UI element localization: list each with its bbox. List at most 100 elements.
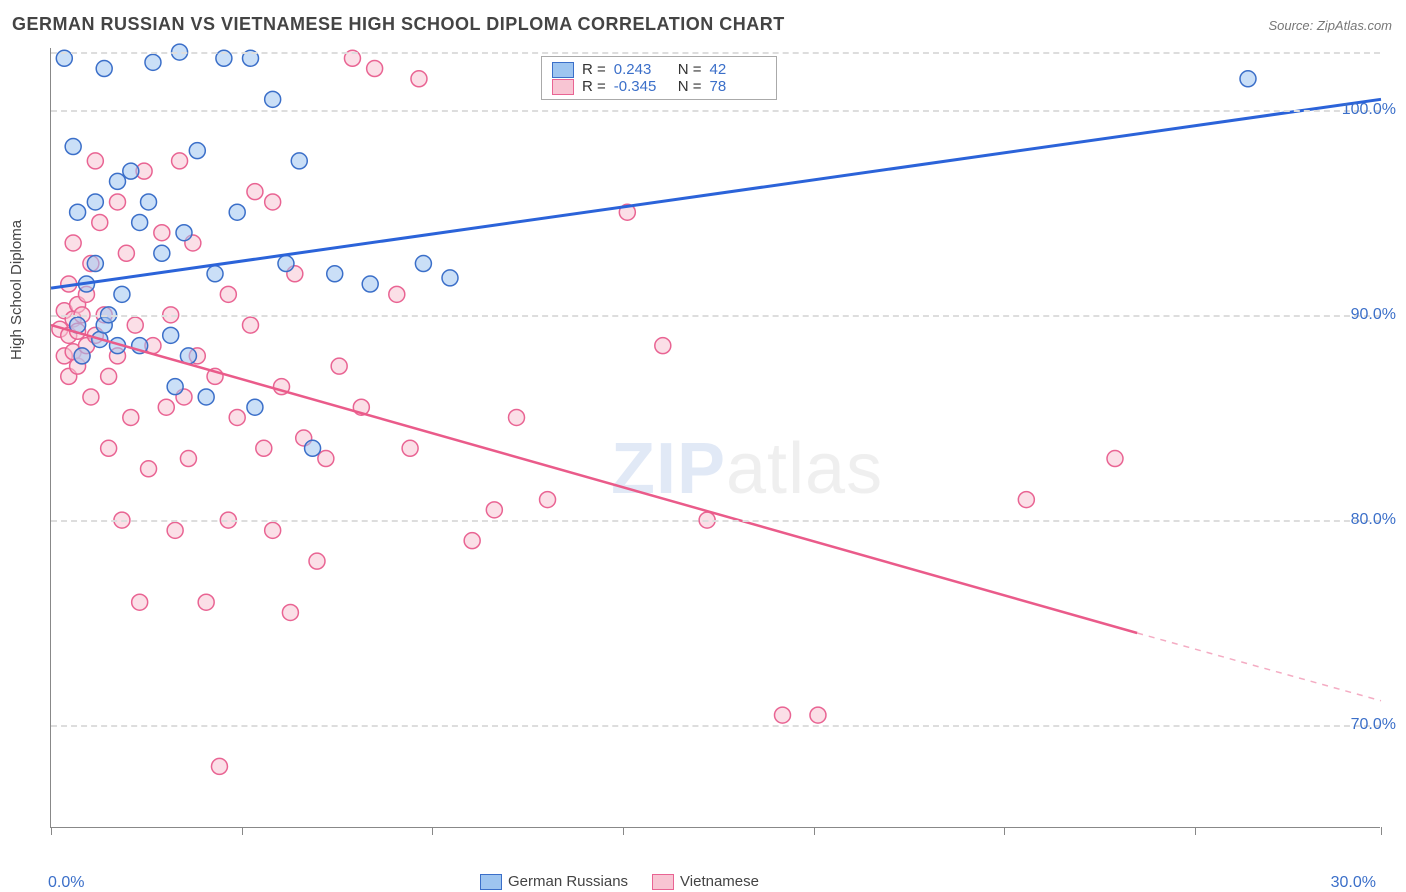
data-point (154, 225, 170, 241)
data-point (415, 256, 431, 272)
label-n: N = (678, 61, 702, 78)
data-point (96, 61, 112, 77)
data-point (87, 153, 103, 169)
label-r: R = (582, 61, 606, 78)
data-point (256, 440, 272, 456)
data-point (145, 54, 161, 70)
value-n-1: 78 (710, 78, 766, 95)
data-point (87, 194, 103, 210)
value-r-0: 0.243 (614, 61, 670, 78)
data-point (229, 409, 245, 425)
label-n: N = (678, 78, 702, 95)
data-point (278, 256, 294, 272)
data-point (118, 245, 134, 261)
data-point (282, 604, 298, 620)
swatch-pink (552, 79, 574, 95)
data-point (198, 594, 214, 610)
data-point (110, 194, 126, 210)
y-tick-label: 100.0% (1342, 101, 1396, 119)
chart-svg (51, 48, 1380, 827)
stats-legend: R = 0.243 N = 42 R = -0.345 N = 78 (541, 56, 777, 100)
data-point (362, 276, 378, 292)
x-tick (432, 827, 433, 835)
data-point (163, 327, 179, 343)
x-tick (1195, 827, 1196, 835)
y-tick-label: 80.0% (1351, 511, 1396, 529)
data-point (265, 522, 281, 538)
data-point (229, 204, 245, 220)
x-label-right: 30.0% (1331, 874, 1376, 892)
legend-label-0: German Russians (508, 873, 628, 890)
h-gridline (51, 52, 1380, 54)
data-point (486, 502, 502, 518)
data-point (110, 173, 126, 189)
data-point (411, 71, 427, 87)
data-point (74, 348, 90, 364)
data-point (464, 533, 480, 549)
data-point (132, 214, 148, 230)
legend-item-0: German Russians (480, 873, 628, 890)
x-tick (1381, 827, 1382, 835)
data-point (318, 451, 334, 467)
legend-label-1: Vietnamese (680, 873, 759, 890)
legend-item-1: Vietnamese (652, 873, 759, 890)
bottom-legend: German Russians Vietnamese (480, 873, 759, 890)
data-point (167, 379, 183, 395)
data-point (309, 553, 325, 569)
value-n-0: 42 (710, 61, 766, 78)
data-point (265, 91, 281, 107)
plot-area: ZIPatlas R = 0.243 N = 42 R = -0.345 N =… (50, 48, 1380, 828)
data-point (243, 317, 259, 333)
y-tick-label: 90.0% (1351, 306, 1396, 324)
data-point (327, 266, 343, 282)
data-point (87, 256, 103, 272)
data-point (1240, 71, 1256, 87)
h-gridline (51, 110, 1380, 112)
data-point (1018, 492, 1034, 508)
data-point (775, 707, 791, 723)
data-point (101, 440, 117, 456)
x-tick (1004, 827, 1005, 835)
label-r: R = (582, 78, 606, 95)
data-point (172, 153, 188, 169)
h-gridline (51, 315, 1380, 317)
data-point (92, 214, 108, 230)
swatch-blue (552, 62, 574, 78)
chart-title: GERMAN RUSSIAN VS VIETNAMESE HIGH SCHOOL… (12, 14, 785, 35)
data-point (141, 461, 157, 477)
data-point (265, 194, 281, 210)
x-tick (623, 827, 624, 835)
data-point (101, 368, 117, 384)
data-point (389, 286, 405, 302)
data-point (123, 163, 139, 179)
data-point (167, 522, 183, 538)
data-point (123, 409, 139, 425)
legend-swatch-pink (652, 874, 674, 890)
y-tick-label: 70.0% (1351, 716, 1396, 734)
data-point (211, 758, 227, 774)
data-point (180, 451, 196, 467)
data-point (367, 61, 383, 77)
x-tick (814, 827, 815, 835)
data-point (141, 194, 157, 210)
value-r-1: -0.345 (614, 78, 670, 95)
x-tick (51, 827, 52, 835)
data-point (176, 225, 192, 241)
data-point (247, 184, 263, 200)
data-point (114, 286, 130, 302)
data-point (247, 399, 263, 415)
data-point (291, 153, 307, 169)
data-point (198, 389, 214, 405)
data-point (810, 707, 826, 723)
data-point (154, 245, 170, 261)
data-point (331, 358, 347, 374)
data-point (1107, 451, 1123, 467)
data-point (402, 440, 418, 456)
source-label: Source: ZipAtlas.com (1268, 18, 1392, 33)
data-point (540, 492, 556, 508)
data-point (70, 204, 86, 220)
h-gridline (51, 520, 1380, 522)
x-tick (242, 827, 243, 835)
data-point (655, 338, 671, 354)
data-point (127, 317, 143, 333)
